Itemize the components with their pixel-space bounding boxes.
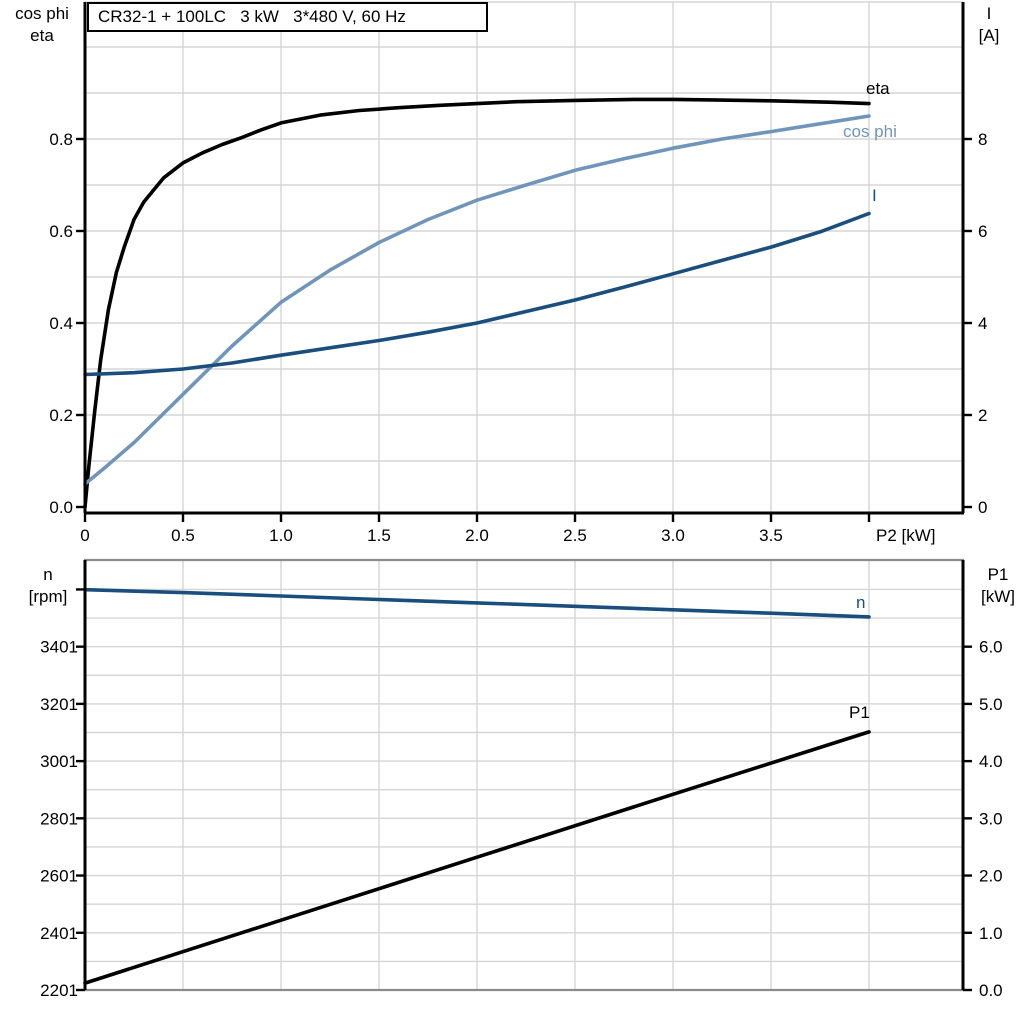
tick-label: 3.5: [759, 526, 783, 545]
x-axis-title-p2: P2 [kW]: [876, 526, 936, 545]
p1-curve-label: P1: [849, 703, 870, 722]
tick-label: 0.4: [49, 314, 73, 333]
bottom-right-axis-title-kw: [kW]: [981, 587, 1015, 606]
bottom-chart-grid: [85, 560, 963, 990]
tick-label: 6: [978, 222, 987, 241]
top-chart-grid: [85, 1, 963, 513]
bottom-left-axis-title-n: n: [43, 565, 53, 584]
top-left-axis-title-eta: eta: [30, 26, 54, 45]
chart-title-box: CR32-1 + 100LC 3 kW 3*480 V, 60 Hz: [87, 2, 488, 32]
bottom-right-axis-title-p1: P1: [987, 565, 1009, 584]
tick-label: 2.0: [979, 867, 1003, 886]
tick-label: 2201: [40, 981, 78, 1000]
tick-label: 1.0: [979, 924, 1003, 943]
tick-label: 2401: [40, 924, 78, 943]
tick-label: 6.0: [979, 638, 1003, 657]
tick-label: 8: [978, 130, 987, 149]
tick-label: 3.0: [661, 526, 685, 545]
top-right-axis-title-i: I: [986, 4, 992, 23]
eta-curve-label: eta: [866, 79, 890, 98]
tick-label: 0.6: [49, 222, 73, 241]
tick-label: 3001: [40, 752, 78, 771]
eta-curve: [83, 97, 871, 509]
p1-curve: [83, 730, 871, 985]
tick-label: 4: [978, 314, 987, 333]
tick-label: 5.0: [979, 695, 1003, 714]
chart-title: CR32-1 + 100LC 3 kW 3*480 V, 60 Hz: [98, 7, 406, 26]
bottom-chart: 2201 2401 2601 2801 3001 3201 3401 0.0 1.0 2.0 3.0…: [40, 558, 1003, 1000]
tick-label: 3.0: [979, 809, 1003, 828]
top-right-axis-title-amps: [A]: [978, 26, 1000, 45]
tick-label: 3401: [40, 638, 78, 657]
cos_phi-curve: [83, 114, 871, 486]
tick-label: 0.5: [171, 526, 195, 545]
top-chart: 0.0 0.2 0.4 0.6 0.8 0 2 4 6 8 0 0.5 1.0 1.5 2.0 2.5 3.0 3…: [49, 1, 987, 545]
tick-label: 2801: [40, 809, 78, 828]
tick-label: 0.0: [49, 498, 73, 517]
current-curve: [83, 211, 871, 377]
tick-label: 0.8: [49, 130, 73, 149]
tick-label: 2: [978, 406, 987, 425]
tick-label: 3201: [40, 695, 78, 714]
tick-label: 0: [80, 526, 89, 545]
tick-label: 2.5: [563, 526, 587, 545]
tick-label: 2.0: [465, 526, 489, 545]
tick-label: 0.0: [979, 981, 1003, 1000]
top-left-axis-title-cos-phi: cos phi: [15, 4, 69, 23]
tick-label: 2601: [40, 867, 78, 886]
current-curve-label: I: [872, 186, 877, 205]
tick-label: 4.0: [979, 752, 1003, 771]
tick-label: 0: [978, 498, 987, 517]
bottom-left-axis-title-rpm: [rpm]: [28, 587, 68, 606]
tick-label: 1.5: [367, 526, 391, 545]
tick-label: 0.2: [49, 406, 73, 425]
n-curve: [83, 587, 871, 619]
tick-label: 1.0: [269, 526, 293, 545]
cos-phi-curve-label: cos phi: [843, 122, 897, 141]
speed-curve-label: n: [856, 593, 866, 612]
